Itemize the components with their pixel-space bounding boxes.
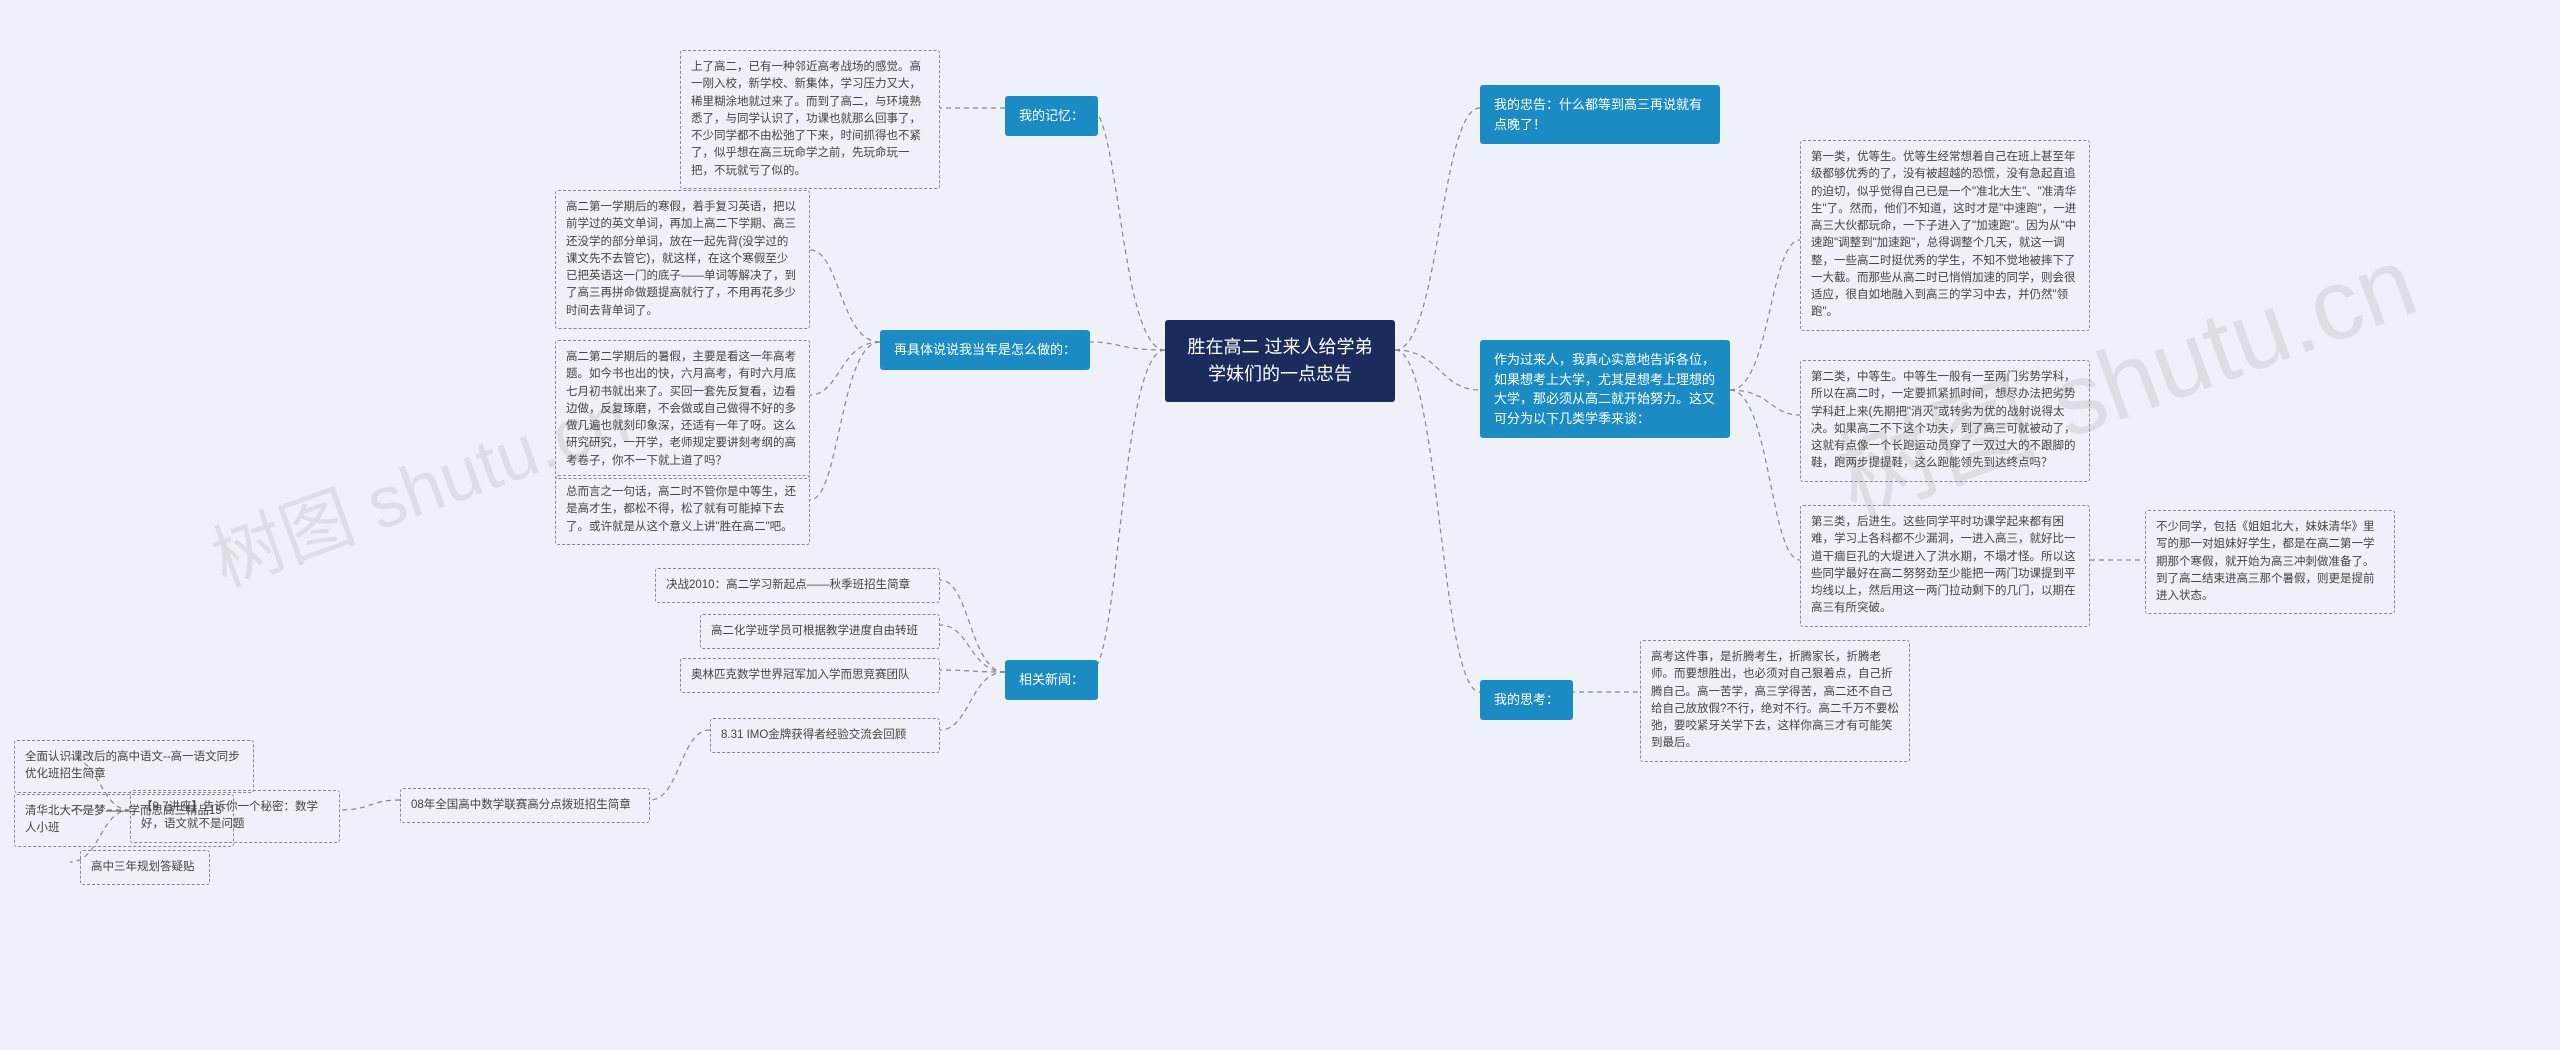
branch-advice[interactable]: 作为过来人，我真心实意地告诉各位，如果想考上大学，尤其是想考上理想的大学，那必须… [1480, 340, 1730, 438]
leaf-howdid-3: 总而言之一句话，高二时不管你是中等生，还是高才生，都松不得，松了就有可能掉下去了… [555, 475, 810, 545]
leaf-advice-2: 第二类，中等生。中等生一般有一至两门劣势学科，所以在高二时，一定要抓紧抓时间，想… [1800, 360, 2090, 482]
leaf-news-7: 全面认识课改后的高中语文--高一语文同步优化班招生简章 [14, 740, 254, 793]
leaf-advice-extra: 不少同学，包括《姐姐北大，妹妹清华》里写的那一对姐妹好学生，都是在高二第一学期那… [2145, 510, 2395, 614]
leaf-howdid-1: 高二第一学期后的寒假，着手复习英语，把以前学过的英文单词，再加上高二下学期、高三… [555, 190, 810, 329]
branch-warning[interactable]: 我的忠告：什么都等到高三再说就有点晚了！ [1480, 85, 1720, 144]
leaf-advice-3: 第三类，后进生。这些同学平时功课学起来都有困难，学习上各科都不少漏洞，一进入高三… [1800, 505, 2090, 627]
branch-howdid[interactable]: 再具体说说我当年是怎么做的： [880, 330, 1090, 370]
center-node: 胜在高二 过来人给学弟学妹们的一点忠告 [1165, 320, 1395, 402]
leaf-news-5: 08年全国高中数学联赛高分点拨班招生简章 [400, 788, 650, 823]
leaf-news-1: 决战2010：高二学习新起点——秋季班招生简章 [655, 568, 940, 603]
leaf-news-8: 清华北大不是梦——学而思高三精品15人小班 [14, 794, 234, 847]
branch-news[interactable]: 相关新闻： [1005, 660, 1098, 700]
leaf-news-3: 奥林匹克数学世界冠军加入学而思竞赛团队 [680, 658, 940, 693]
branch-memory[interactable]: 我的记忆： [1005, 96, 1098, 136]
leaf-news-9: 高中三年规划答疑贴 [80, 850, 210, 885]
leaf-thought: 高考这件事，是折腾考生，折腾家长，折腾老师。而要想胜出，也必须对自己狠着点，自己… [1640, 640, 1910, 762]
leaf-memory: 上了高二，已有一种邻近高考战场的感觉。高一刚入校，新学校、新集体，学习压力又大，… [680, 50, 940, 189]
branch-thought[interactable]: 我的思考： [1480, 680, 1573, 720]
leaf-howdid-2: 高二第二学期后的暑假，主要是看这一年高考题。如今书也出的快，六月高考，有时六月底… [555, 340, 810, 479]
leaf-advice-1: 第一类，优等生。优等生经常想着自己在班上甚至年级都够优秀的了，没有被超越的恐慌，… [1800, 140, 2090, 331]
leaf-news-2: 高二化学班学员可根据教学进度自由转班 [700, 614, 940, 649]
leaf-news-4: 8.31 IMO金牌获得者经验交流会回顾 [710, 718, 940, 753]
